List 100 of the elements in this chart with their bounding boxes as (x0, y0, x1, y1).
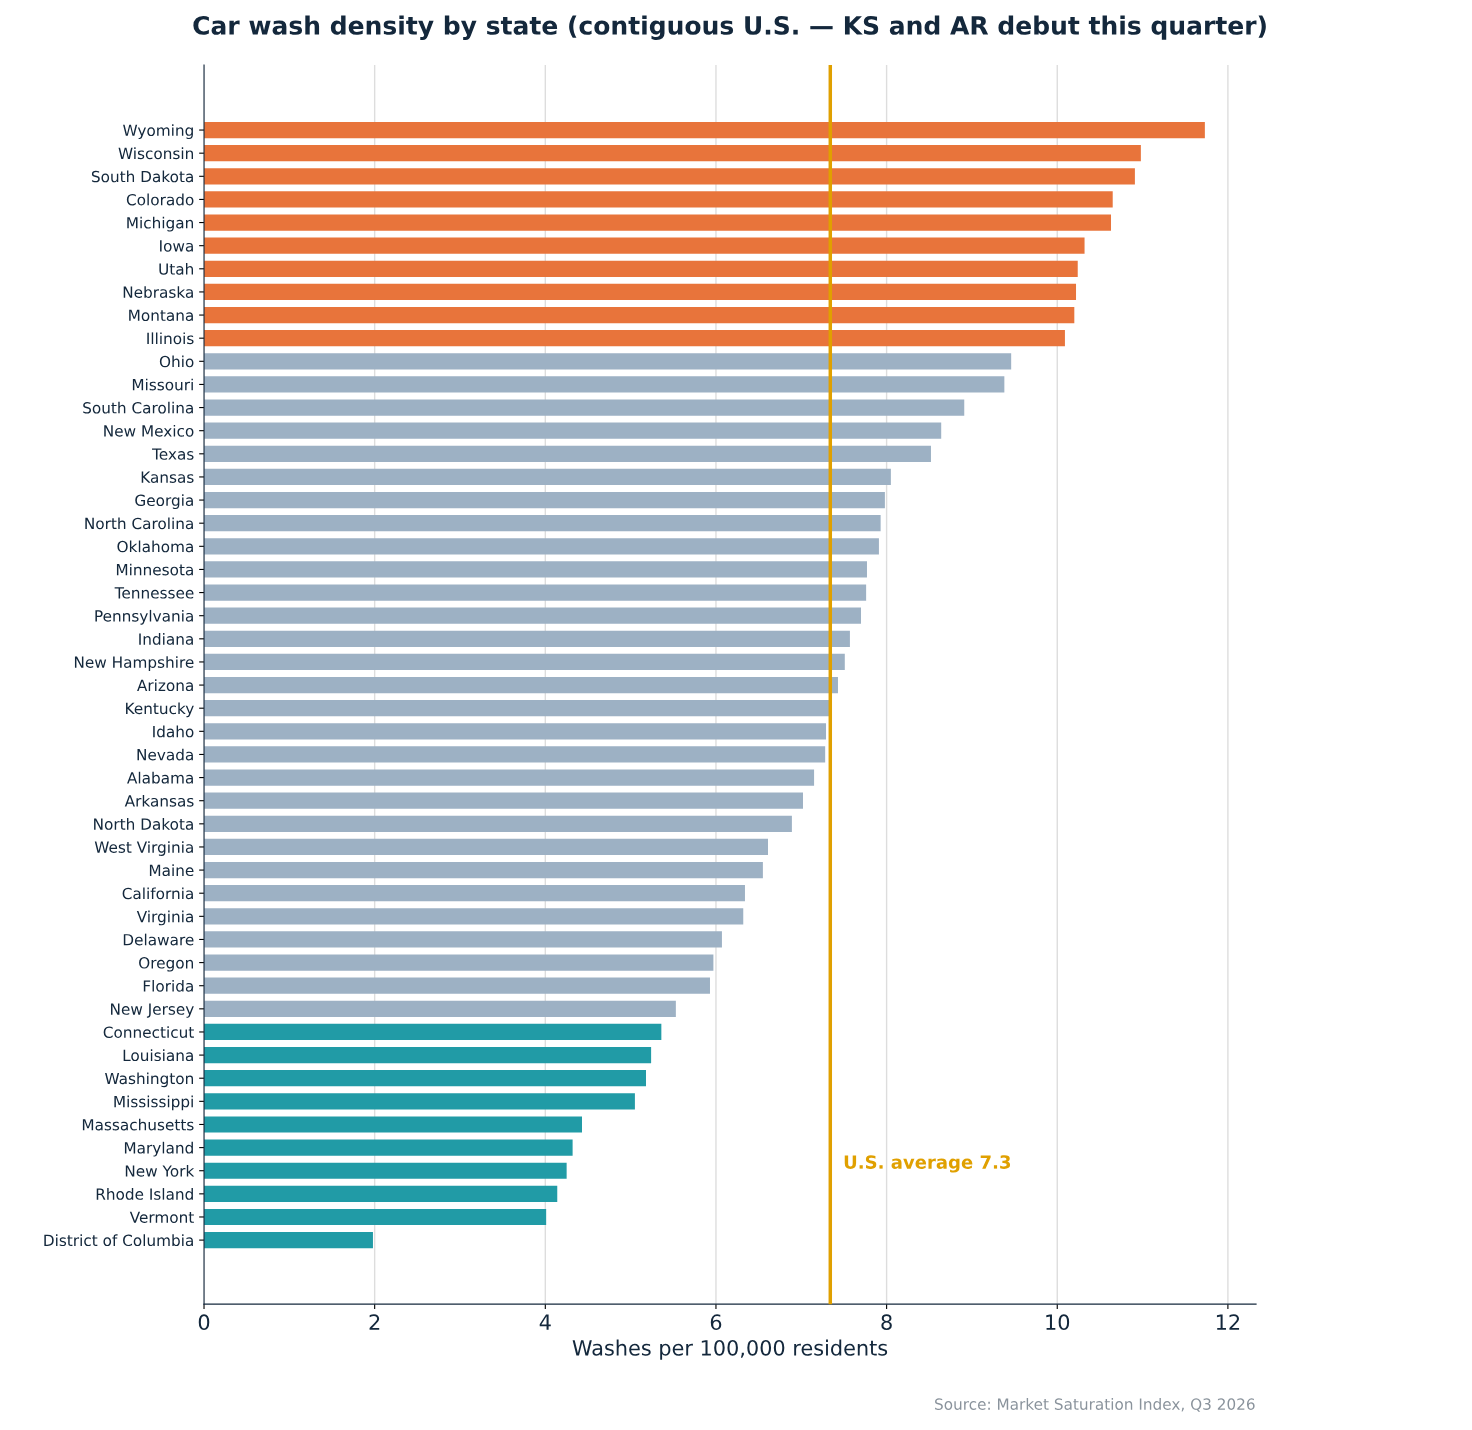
bar (204, 168, 1135, 185)
bar (204, 769, 815, 786)
x-tick-label: 8 (881, 1314, 892, 1331)
bar (204, 746, 826, 763)
bar (204, 330, 1065, 347)
y-tick-label: Iowa (160, 240, 193, 252)
bar (204, 283, 1077, 301)
y-tick-label: South Carolina (83, 401, 193, 414)
bar (204, 815, 792, 832)
y-tick-label: Idaho (153, 725, 194, 738)
y-tick-label: North Dakota (94, 818, 193, 830)
y-tick-label: Montana (129, 309, 193, 322)
y-tick-label: Utah (159, 263, 193, 275)
bar (204, 1139, 573, 1156)
bar (204, 1232, 373, 1249)
y-tick-label: New Mexico (104, 424, 194, 437)
bar (204, 445, 931, 462)
y-tick-label: Georgia (135, 494, 193, 510)
y-tick-label: Oregon (139, 957, 193, 972)
y-tick-label: Maine (149, 864, 194, 877)
bar (204, 861, 763, 879)
bar (204, 1000, 676, 1017)
bar (204, 260, 1078, 277)
bar (204, 792, 803, 809)
y-tick-label: Oklahoma (117, 540, 193, 553)
y-tick-label: Illinois (147, 332, 194, 345)
y-tick-label: Wisconsin (118, 147, 193, 160)
bar (204, 630, 850, 647)
y-tick-label: Colorado (126, 193, 194, 206)
y-tick-label: Massachusetts (82, 1118, 194, 1131)
x-tick-label: 6 (710, 1314, 722, 1331)
y-tick-label: Arizona (137, 679, 193, 692)
bar (204, 1185, 558, 1202)
x-axis-title: Washes per 100,000 residents (572, 1339, 888, 1360)
bar (204, 214, 1112, 231)
x-tick-label: 2 (369, 1314, 380, 1330)
y-tick-label: Louisiana (123, 1049, 193, 1062)
bar (204, 376, 1005, 393)
y-tick-label: Tennessee (114, 587, 194, 599)
y-tick-label: South Dakota (91, 170, 193, 183)
bar (204, 838, 769, 856)
bar (204, 468, 891, 486)
bar (204, 561, 867, 578)
bar (204, 237, 1085, 254)
y-tick-label: Nevada (137, 748, 193, 761)
bar (204, 145, 1141, 162)
y-tick-label: Mississippi (114, 1095, 193, 1111)
chart-title: Car wash density by state (contiguous U.S. — KS and AR debut this quarter) (193, 15, 1266, 40)
x-tick-label: 12 (1216, 1314, 1240, 1330)
y-tick-label: Texas (152, 448, 194, 460)
bar (204, 121, 1205, 139)
bar (204, 931, 722, 948)
y-tick-label: Delaware (123, 933, 194, 946)
bar (204, 977, 710, 994)
bar (204, 723, 827, 740)
y-tick-label: Nebraska (123, 286, 193, 298)
y-tick-label: Kentucky (126, 702, 194, 718)
bar (204, 491, 885, 509)
source-note: Source: Market Saturation Index, Q3 2026 (935, 1398, 1255, 1412)
y-tick-label: West Virginia (94, 841, 193, 856)
bar (204, 399, 965, 416)
bar (204, 1047, 652, 1064)
y-tick-label: New Hampshire (74, 656, 194, 671)
bar (204, 700, 831, 717)
bar (204, 885, 745, 902)
y-tick-label: Maryland (124, 1141, 193, 1157)
bar (204, 515, 881, 532)
bar (204, 1162, 567, 1179)
y-tick-label: Michigan (127, 216, 193, 232)
ref-line-label: U.S. average 7.3 (844, 1155, 1011, 1173)
bar (204, 653, 845, 671)
y-tick-label: Alabama (127, 771, 193, 784)
bar (204, 954, 714, 971)
bar (204, 1070, 646, 1087)
bar (204, 1208, 547, 1226)
y-tick-label: Arkansas (124, 794, 194, 807)
bar (204, 1116, 582, 1133)
bar (204, 306, 1075, 324)
y-tick-label: New York (125, 1164, 195, 1177)
bar (204, 676, 838, 694)
y-tick-label: Florida (143, 979, 193, 992)
bar (204, 908, 744, 925)
x-tick-label: 4 (539, 1314, 551, 1330)
y-tick-label: Vermont (129, 1211, 194, 1223)
bar (204, 584, 867, 601)
y-tick-label: Rhode Island (96, 1188, 193, 1200)
y-tick-label: Indiana (139, 633, 193, 645)
y-tick-label: Ohio (159, 355, 194, 368)
y-tick-label: Kansas (141, 471, 194, 483)
y-tick-label: North Carolina (85, 517, 193, 530)
bar (204, 607, 862, 624)
y-tick-label: Pennsylvania (95, 609, 193, 625)
y-tick-label: Virginia (136, 910, 193, 926)
y-tick-label: Missouri (132, 378, 193, 391)
y-tick-label: Connecticut (103, 1026, 194, 1038)
y-tick-label: Wyoming (123, 124, 193, 140)
bar (204, 1023, 662, 1041)
bar (204, 538, 879, 555)
bar (204, 191, 1113, 208)
y-tick-label: California (122, 887, 193, 900)
